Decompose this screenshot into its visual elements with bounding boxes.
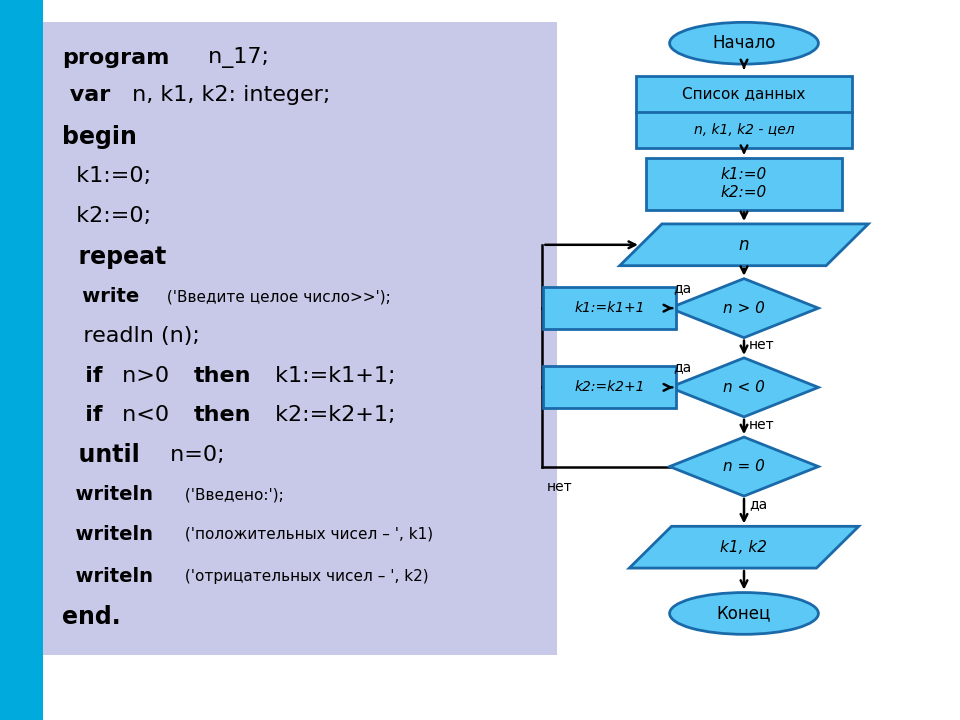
Text: Конец: Конец — [717, 605, 771, 622]
Text: нет: нет — [749, 338, 775, 352]
Text: ('отрицательных чисел – ', k2): ('отрицательных чисел – ', k2) — [180, 569, 428, 583]
FancyBboxPatch shape — [0, 0, 43, 720]
Ellipse shape — [670, 593, 818, 634]
Text: k2:=0;: k2:=0; — [62, 206, 152, 226]
Text: k2:=k2+1: k2:=k2+1 — [574, 380, 645, 395]
Ellipse shape — [670, 22, 818, 64]
Text: нет: нет — [547, 480, 573, 493]
Text: n, k1, k2: integer;: n, k1, k2: integer; — [125, 85, 330, 105]
Text: да: да — [749, 497, 767, 510]
Text: n=0;: n=0; — [163, 445, 225, 465]
Text: k1:=0;: k1:=0; — [62, 166, 152, 186]
Text: Список данных: Список данных — [683, 86, 805, 101]
Text: writeln: writeln — [62, 567, 154, 585]
FancyBboxPatch shape — [645, 158, 843, 210]
Text: program: program — [62, 48, 170, 68]
Text: ('положительных чисел – ', k1): ('положительных чисел – ', k1) — [180, 527, 433, 541]
Polygon shape — [670, 437, 818, 496]
Text: n_17;: n_17; — [201, 47, 269, 68]
Text: ('Введите целое число>>');: ('Введите целое число>>'); — [162, 289, 391, 304]
Text: end.: end. — [62, 605, 121, 629]
Text: n = 0: n = 0 — [723, 459, 765, 474]
Text: n > 0: n > 0 — [723, 301, 765, 315]
Text: var: var — [62, 85, 110, 105]
Text: then: then — [194, 366, 252, 386]
Text: write: write — [62, 287, 139, 306]
Text: if: if — [62, 405, 103, 426]
Text: writeln: writeln — [62, 525, 154, 544]
Text: k1:=k1+1;: k1:=k1+1; — [268, 366, 396, 386]
Text: begin: begin — [62, 125, 137, 149]
Polygon shape — [670, 279, 818, 338]
Polygon shape — [670, 358, 818, 417]
Text: n, k1, k2 - цел: n, k1, k2 - цел — [694, 122, 794, 137]
FancyBboxPatch shape — [543, 287, 676, 329]
Text: да: да — [673, 282, 691, 295]
Text: Начало: Начало — [712, 34, 776, 53]
Text: if: if — [62, 366, 103, 386]
Text: n < 0: n < 0 — [723, 380, 765, 395]
Text: repeat: repeat — [62, 245, 167, 269]
Text: ('Введено:');: ('Введено:'); — [180, 487, 283, 502]
FancyBboxPatch shape — [43, 22, 557, 655]
Text: n<0: n<0 — [114, 405, 176, 426]
Text: k1, k2: k1, k2 — [721, 540, 767, 554]
Polygon shape — [620, 224, 869, 266]
Text: writeln: writeln — [62, 485, 154, 504]
Text: k1:=k1+1: k1:=k1+1 — [574, 301, 645, 315]
Text: k1:=0
k2:=0: k1:=0 k2:=0 — [721, 167, 767, 200]
Polygon shape — [630, 526, 858, 568]
Text: n: n — [739, 235, 749, 253]
Text: k2:=k2+1;: k2:=k2+1; — [268, 405, 396, 426]
FancyBboxPatch shape — [543, 366, 676, 408]
Text: нет: нет — [749, 418, 775, 431]
Text: readln (n);: readln (n); — [62, 326, 201, 346]
FancyBboxPatch shape — [636, 76, 852, 148]
Text: да: да — [673, 361, 691, 374]
Text: until: until — [62, 443, 140, 467]
Text: n>0: n>0 — [114, 366, 176, 386]
Text: then: then — [194, 405, 252, 426]
